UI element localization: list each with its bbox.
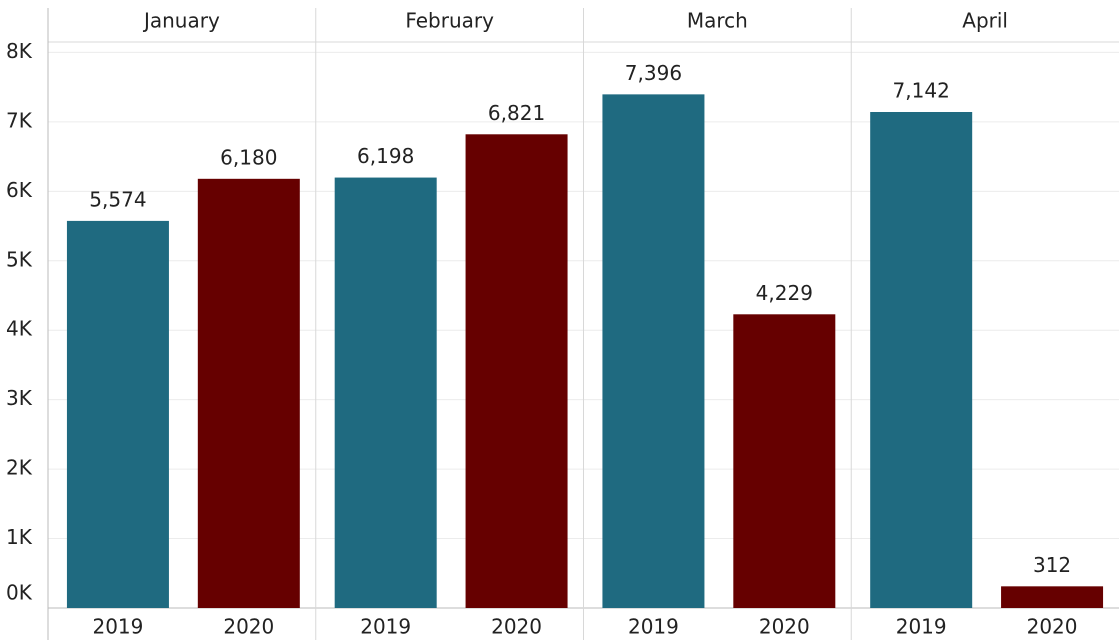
bar <box>602 94 705 609</box>
y-tick-label: 6K <box>6 178 33 202</box>
value-label: 4,229 <box>756 281 813 305</box>
bar <box>1001 586 1104 608</box>
x-tick-label: 2019 <box>628 615 679 639</box>
y-tick-label: 5K <box>6 247 33 271</box>
y-tick-label: 8K <box>6 39 33 63</box>
y-tick-label: 0K <box>6 581 33 605</box>
panel-label: February <box>405 9 494 33</box>
bar <box>870 112 973 609</box>
panel-label: January <box>142 9 220 33</box>
value-label: 6,821 <box>488 101 545 125</box>
x-tick-label: 2020 <box>759 615 810 639</box>
value-label: 6,198 <box>357 144 414 168</box>
value-label: 7,142 <box>893 79 950 103</box>
y-tick-label: 3K <box>6 386 33 410</box>
y-tick-label: 1K <box>6 525 33 549</box>
bar <box>465 134 568 608</box>
x-tick-label: 2019 <box>360 615 411 639</box>
value-label: 5,574 <box>89 187 146 211</box>
bar <box>334 177 437 609</box>
bar <box>733 314 836 608</box>
x-tick-label: 2019 <box>896 615 947 639</box>
value-label: 6,180 <box>220 145 277 169</box>
bar <box>66 220 169 608</box>
x-tick-label: 2019 <box>92 615 143 639</box>
x-tick-label: 2020 <box>491 615 542 639</box>
y-tick-label: 4K <box>6 317 33 341</box>
x-tick-label: 2020 <box>1027 615 1078 639</box>
panel-label: March <box>687 9 748 33</box>
value-label: 312 <box>1033 553 1071 577</box>
y-tick-label: 7K <box>6 108 33 132</box>
y-tick-label: 2K <box>6 456 33 480</box>
value-label: 7,396 <box>625 61 682 85</box>
panel-label: April <box>962 9 1008 33</box>
x-tick-label: 2020 <box>223 615 274 639</box>
bar <box>197 178 300 609</box>
